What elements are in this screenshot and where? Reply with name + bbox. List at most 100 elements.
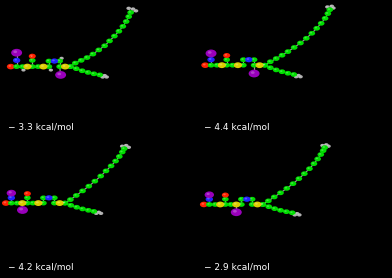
Circle shape [320,144,325,147]
Circle shape [209,64,211,65]
Circle shape [207,198,210,200]
Circle shape [96,73,103,77]
Circle shape [294,75,298,78]
Circle shape [324,143,328,147]
Circle shape [67,203,74,208]
Circle shape [234,62,242,68]
Text: − 3.3 kcal/mol: − 3.3 kcal/mol [8,123,74,132]
Circle shape [235,63,238,66]
Circle shape [295,76,296,77]
Circle shape [80,69,82,71]
Circle shape [257,63,260,66]
Circle shape [73,62,76,63]
Circle shape [18,200,26,206]
Circle shape [245,57,252,62]
Circle shape [297,41,304,45]
Circle shape [49,69,53,71]
Circle shape [230,64,233,65]
Circle shape [11,49,22,57]
Circle shape [106,39,113,43]
Circle shape [223,53,230,58]
Circle shape [267,199,269,201]
Circle shape [261,203,263,205]
Circle shape [25,202,28,203]
Circle shape [101,43,108,48]
Circle shape [69,204,71,205]
Circle shape [206,202,212,207]
Circle shape [104,75,109,79]
Circle shape [303,36,310,41]
Circle shape [252,58,254,60]
Circle shape [24,195,31,200]
Circle shape [9,196,12,198]
Circle shape [86,209,89,210]
Circle shape [49,69,51,70]
Circle shape [53,202,55,203]
Circle shape [21,69,25,71]
Circle shape [307,167,310,169]
Circle shape [269,60,270,62]
Circle shape [72,61,79,66]
Circle shape [280,70,282,72]
Circle shape [30,55,33,56]
Circle shape [220,63,222,66]
Circle shape [47,59,49,61]
Circle shape [329,4,334,8]
Circle shape [51,58,58,64]
Circle shape [36,201,39,203]
Circle shape [98,73,100,75]
Circle shape [42,202,44,203]
Circle shape [286,72,288,73]
Circle shape [251,63,258,68]
Circle shape [321,149,323,151]
Circle shape [209,58,211,60]
Circle shape [109,165,111,166]
Circle shape [260,202,266,207]
Circle shape [293,214,295,215]
Circle shape [120,151,123,152]
Circle shape [240,63,247,68]
Circle shape [94,212,98,215]
Circle shape [318,21,325,26]
Circle shape [127,10,134,15]
Circle shape [124,20,127,22]
Circle shape [265,198,272,203]
Circle shape [9,202,12,203]
Circle shape [117,155,120,157]
Circle shape [241,64,244,65]
Circle shape [100,212,101,214]
Circle shape [225,58,227,60]
Circle shape [332,7,334,8]
Circle shape [15,202,18,203]
Circle shape [318,152,324,157]
Circle shape [125,14,132,19]
Circle shape [223,57,230,62]
Text: − 2.9 kcal/mol: − 2.9 kcal/mol [204,262,270,271]
Circle shape [208,51,212,54]
Circle shape [238,197,245,202]
Circle shape [40,195,47,200]
Circle shape [238,202,245,207]
Circle shape [229,63,236,68]
Circle shape [103,168,109,173]
Circle shape [84,55,91,60]
Circle shape [225,64,227,65]
Circle shape [19,208,23,210]
Circle shape [20,65,23,67]
Circle shape [283,209,290,214]
Circle shape [255,203,258,205]
Circle shape [102,74,107,77]
Circle shape [2,200,10,206]
Circle shape [223,193,226,195]
Circle shape [323,17,325,19]
Circle shape [234,203,237,205]
Circle shape [316,158,318,159]
Circle shape [25,196,28,198]
Circle shape [92,72,94,74]
Circle shape [325,144,327,145]
Circle shape [95,212,96,214]
Circle shape [285,187,287,188]
Circle shape [79,59,82,61]
Circle shape [116,154,123,159]
Circle shape [263,64,265,65]
